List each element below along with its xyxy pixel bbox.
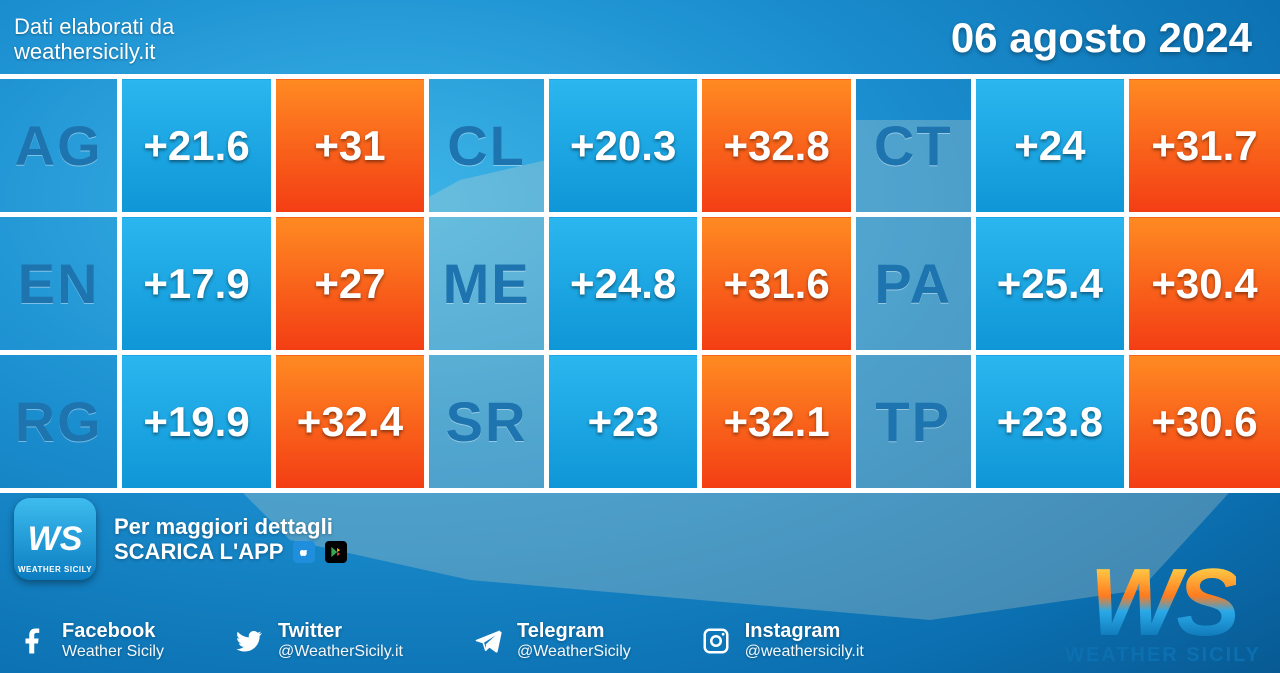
- social-handle: @WeatherSicily: [517, 643, 631, 661]
- social-item-instagram[interactable]: Instagram @weathersicily.it: [701, 620, 864, 661]
- credit-block: Dati elaborati da weathersicily.it: [14, 14, 174, 65]
- temp-low: +25.4: [973, 215, 1126, 353]
- temp-low: +21.6: [120, 77, 273, 215]
- province-code: RG: [0, 353, 120, 491]
- temp-high: +32.8: [700, 77, 853, 215]
- facebook-icon: [18, 626, 48, 656]
- credit-line-2: weathersicily.it: [14, 39, 174, 64]
- social-title: Telegram: [517, 620, 631, 643]
- temp-high: +32.1: [700, 353, 853, 491]
- app-badge-sub: WEATHER SICILY: [18, 565, 92, 574]
- app-text-line-2: SCARICA L'APP: [114, 539, 283, 564]
- play-store-icon[interactable]: [325, 541, 347, 563]
- grid-row: RG +19.9 +32.4 SR +23 +32.1 TP +23.8 +30…: [0, 353, 1280, 491]
- temperature-grid: AG +21.6 +31 CL +20.3 +32.8 CT +24 +31.7…: [0, 74, 1280, 493]
- province-code: TP: [853, 353, 973, 491]
- temp-high: +30.6: [1127, 353, 1280, 491]
- temp-low: +20.3: [547, 77, 700, 215]
- province-code: SR: [427, 353, 547, 491]
- instagram-icon: [701, 626, 731, 656]
- temp-high: +27: [273, 215, 426, 353]
- temp-high: +31.7: [1127, 77, 1280, 215]
- social-handle: @weathersicily.it: [745, 643, 864, 661]
- social-item-facebook[interactable]: Facebook Weather Sicily: [18, 620, 164, 661]
- province-code: CT: [853, 77, 973, 215]
- app-promo: WS WEATHER SICILY Per maggiori dettagli …: [14, 498, 347, 580]
- temp-high: +32.4: [273, 353, 426, 491]
- temp-low: +23.8: [973, 353, 1126, 491]
- credit-line-1: Dati elaborati da: [14, 14, 174, 39]
- social-item-twitter[interactable]: Twitter @WeatherSicily.it: [234, 620, 403, 661]
- app-text-line-1: Per maggiori dettagli: [114, 514, 347, 539]
- app-text: Per maggiori dettagli SCARICA L'APP: [114, 514, 347, 565]
- province-code: CL: [427, 77, 547, 215]
- temp-low: +23: [547, 353, 700, 491]
- brand-logo-text: WS: [1090, 565, 1237, 642]
- grid-row: EN +17.9 +27 ME +24.8 +31.6 PA +25.4 +30…: [0, 215, 1280, 353]
- app-badge-icon: WS WEATHER SICILY: [14, 498, 96, 580]
- temp-low: +19.9: [120, 353, 273, 491]
- twitter-icon: [234, 626, 264, 656]
- social-title: Facebook: [62, 620, 164, 643]
- temp-high: +31.6: [700, 215, 853, 353]
- date: 06 agosto 2024: [951, 14, 1252, 62]
- temp-high: +30.4: [1127, 215, 1280, 353]
- province-code: ME: [427, 215, 547, 353]
- social-title: Instagram: [745, 620, 864, 643]
- brand-logo-caption: WEATHER SICILY: [1065, 644, 1261, 667]
- app-badge-text: WS: [28, 520, 83, 559]
- temp-low: +24: [973, 77, 1126, 215]
- temp-low: +17.9: [120, 215, 273, 353]
- brand-logo: WS WEATHER SICILY: [1058, 507, 1268, 667]
- social-item-telegram[interactable]: Telegram @WeatherSicily: [473, 620, 631, 661]
- province-code: AG: [0, 77, 120, 215]
- social-handle: Weather Sicily: [62, 643, 164, 661]
- province-code: EN: [0, 215, 120, 353]
- header: Dati elaborati da weathersicily.it 06 ag…: [0, 0, 1280, 74]
- province-code: PA: [853, 215, 973, 353]
- telegram-icon: [473, 626, 503, 656]
- social-title: Twitter: [278, 620, 403, 643]
- social-handle: @WeatherSicily.it: [278, 643, 403, 661]
- app-store-icon[interactable]: [293, 541, 315, 563]
- temp-high: +31: [273, 77, 426, 215]
- grid-row: AG +21.6 +31 CL +20.3 +32.8 CT +24 +31.7: [0, 77, 1280, 215]
- temp-low: +24.8: [547, 215, 700, 353]
